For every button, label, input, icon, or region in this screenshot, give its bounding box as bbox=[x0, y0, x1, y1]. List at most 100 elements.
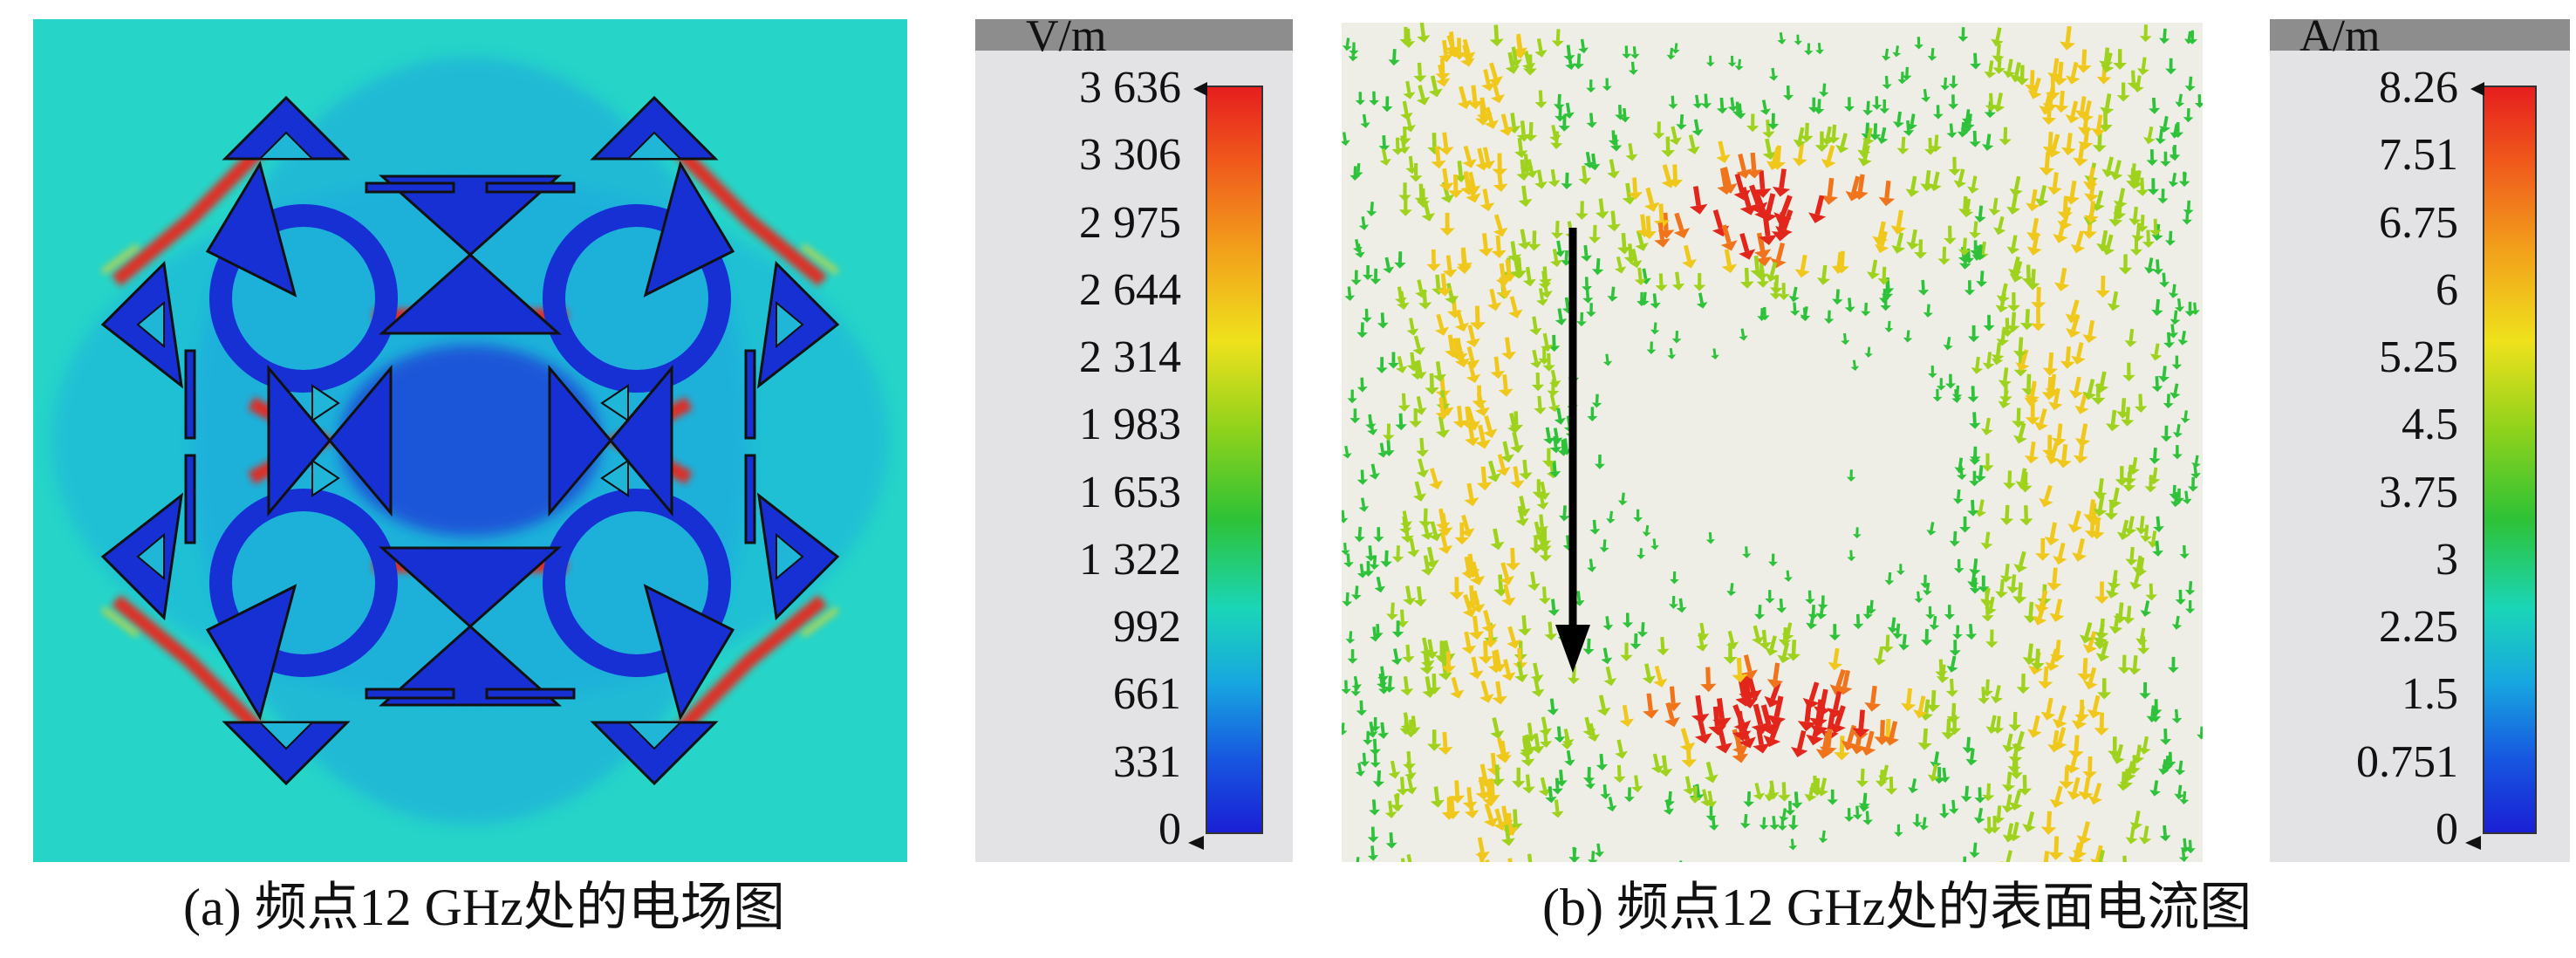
current-vector-arrow bbox=[1964, 198, 1971, 212]
current-vector-arrowhead bbox=[1501, 273, 1517, 282]
current-vector-arrowhead bbox=[1958, 256, 1970, 263]
current-vector-arrowhead bbox=[1493, 588, 1508, 597]
current-vector-arrowhead bbox=[1622, 622, 1634, 628]
current-vector-arrowhead bbox=[1475, 851, 1490, 860]
current-vector-arrow bbox=[1582, 165, 1588, 179]
current-vector-arrow bbox=[2053, 387, 2060, 404]
surface-current-legend: A/m 8.26 7.51 6.75 6 5.25 4.5 3.75 3 2.25 1.5 0.75… bbox=[2270, 14, 2570, 862]
current-vector-arrow bbox=[1739, 233, 1750, 252]
current-vector-arrow bbox=[1541, 716, 1548, 730]
current-vector-arrowhead bbox=[2018, 788, 2033, 796]
current-vector-arrowhead bbox=[1906, 242, 1920, 250]
current-vector-arrow bbox=[1360, 377, 1364, 387]
current-vector-arrowhead bbox=[1591, 269, 1604, 276]
current-vector-arrow bbox=[1972, 558, 1978, 571]
current-vector-arrowhead bbox=[2184, 589, 2196, 596]
current-vector-arrowhead bbox=[1965, 758, 1978, 766]
current-vector-arrowhead bbox=[2136, 68, 2149, 76]
current-vector-arrowhead bbox=[1438, 53, 1454, 63]
current-vector-arrowhead bbox=[1505, 563, 1521, 571]
current-vector-arrow bbox=[1762, 817, 1766, 825]
current-vector-arrowhead bbox=[2038, 681, 2053, 689]
current-vector-arrowhead bbox=[1386, 613, 1398, 620]
current-vector-arrow bbox=[1591, 153, 1596, 165]
current-vector-arrow bbox=[1882, 289, 1887, 298]
current-vector-arrowhead bbox=[1452, 51, 1467, 60]
current-vector-arrow bbox=[2095, 190, 2104, 205]
current-vector-arrow bbox=[1589, 113, 1594, 123]
current-vector-arrow bbox=[2147, 126, 2154, 139]
current-vector-arrow bbox=[1355, 585, 1359, 595]
current-vector-arrow bbox=[1562, 505, 1567, 517]
current-vector-arrowhead bbox=[2169, 392, 2181, 399]
current-vector-arrow bbox=[2101, 229, 2108, 245]
current-vector-arrow bbox=[1502, 441, 1510, 456]
current-vector-arrowhead bbox=[1692, 102, 1703, 109]
current-vector-arrowhead bbox=[1808, 787, 1822, 795]
current-vector-arrow bbox=[1533, 662, 1540, 676]
current-vector-arrow bbox=[2155, 376, 2159, 387]
current-vector-arrowhead bbox=[2178, 856, 2190, 862]
current-vector-arrowhead bbox=[1356, 387, 1368, 393]
current-vector-arrowhead bbox=[1344, 295, 1356, 301]
current-vector-arrowhead bbox=[2049, 798, 2065, 809]
current-vector-arrowhead bbox=[1445, 811, 1460, 819]
current-vector-arrowhead bbox=[1992, 817, 2005, 824]
current-vector-arrowhead bbox=[2168, 332, 2179, 339]
current-vector-arrow bbox=[1548, 621, 1553, 635]
current-vector-arrowhead bbox=[1388, 771, 1401, 779]
legend-unit-label: V/m bbox=[1026, 11, 1107, 61]
current-vector-arrow bbox=[1722, 167, 1732, 186]
current-vector-arrowhead bbox=[1342, 730, 1348, 736]
current-vector-arrow bbox=[1743, 654, 1753, 673]
current-vector-arrowhead bbox=[1689, 203, 1708, 215]
current-vector-arrow bbox=[1602, 784, 1608, 795]
current-vector-arrowhead bbox=[1350, 279, 1362, 285]
current-vector-arrow bbox=[2083, 127, 2090, 143]
current-vector-arrow bbox=[2178, 93, 2183, 103]
current-vector-arrow bbox=[1502, 374, 1508, 390]
current-vector-arrow bbox=[1910, 229, 1917, 243]
current-vector-arrow bbox=[1345, 38, 1350, 46]
current-vector-arrowhead bbox=[1476, 482, 1493, 491]
current-vector-arrowhead bbox=[2082, 644, 2098, 653]
current-vector-arrowhead bbox=[1496, 467, 1511, 476]
current-vector-arrowhead bbox=[1501, 351, 1517, 360]
current-vector-arrow bbox=[2193, 302, 2197, 311]
current-vector-arrowhead bbox=[2060, 360, 2075, 369]
current-vector-arrow bbox=[1985, 531, 1991, 544]
current-vector-arrow bbox=[1981, 687, 1985, 699]
current-vector-arrowhead bbox=[2140, 610, 2152, 617]
current-vector-arrow bbox=[1835, 289, 1840, 300]
current-vector-arrowhead bbox=[1704, 774, 1718, 784]
current-vector-arrowhead bbox=[1406, 364, 1420, 372]
current-vector-arrowhead bbox=[1402, 41, 1416, 48]
current-vector-arrowhead bbox=[1377, 451, 1389, 458]
current-vector-arrow bbox=[1988, 60, 1994, 73]
current-vector-arrowhead bbox=[1586, 121, 1597, 128]
current-vector-arrow bbox=[1879, 230, 1888, 247]
current-vector-arrowhead bbox=[1978, 697, 1990, 705]
current-vector-arrowhead bbox=[1875, 243, 1889, 254]
current-vector-arrowhead bbox=[1993, 227, 2006, 236]
current-vector-arrowhead bbox=[1623, 257, 1638, 264]
current-vector-arrow bbox=[1532, 316, 1538, 330]
current-vector-arrowhead bbox=[1404, 731, 1418, 738]
current-vector-arrowhead bbox=[1902, 75, 1912, 81]
current-vector-arrowhead bbox=[1974, 216, 1986, 223]
current-vector-arrowhead bbox=[1691, 128, 1704, 136]
current-vector-arrowhead bbox=[1967, 336, 1980, 343]
current-vector-arrow bbox=[1516, 660, 1524, 676]
current-vector-arrowhead bbox=[1426, 263, 1441, 271]
current-vector-arrow bbox=[1833, 647, 1840, 664]
current-vector-arrow bbox=[1555, 221, 1560, 233]
current-vector-arrowhead bbox=[1951, 397, 1962, 403]
current-vector-arrowhead bbox=[1536, 502, 1549, 510]
current-vector-arrow bbox=[1598, 695, 1606, 710]
current-vector-arrowhead bbox=[1363, 739, 1373, 745]
current-vector-arrow bbox=[2144, 600, 2150, 612]
current-vector-arrowhead bbox=[2008, 268, 2022, 277]
current-vector-arrow bbox=[2083, 777, 2091, 793]
current-vector-arrow bbox=[1884, 180, 1891, 199]
current-vector-arrow bbox=[1605, 353, 1609, 362]
